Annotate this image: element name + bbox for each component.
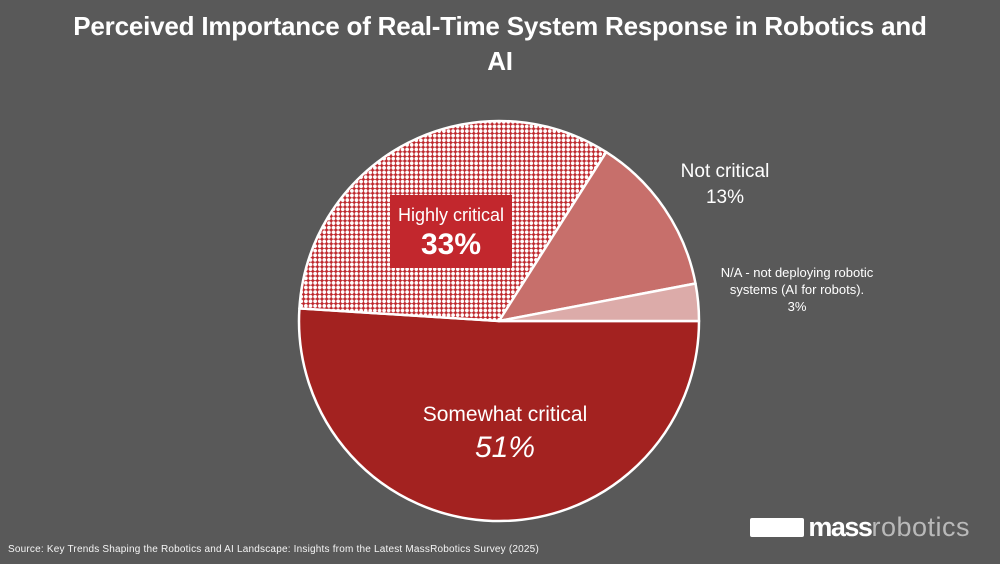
massrobotics-logo: mass robotics (750, 512, 970, 542)
highly-critical-label: Highly critical (397, 205, 505, 225)
not-critical-label-group: Not critical 13% (635, 159, 815, 211)
pie-slice-not-critical (497, 150, 697, 323)
logo-mass-text: mass (808, 512, 873, 542)
highly-critical-label-box: Highly critical 33% (390, 195, 512, 268)
not-critical-label: Not critical (680, 161, 770, 182)
somewhat-critical-label-group: Somewhat critical 51% (355, 402, 655, 465)
pie-slice-na (497, 282, 701, 323)
logo-robotics-text: robotics (871, 512, 970, 542)
pie-slice-somewhat-critical (297, 307, 701, 523)
not-critical-value: 13% (705, 187, 745, 208)
na-label: N/A - not deploying robotic systems (AI … (720, 265, 874, 297)
source-note: Source: Key Trends Shaping the Robotics … (8, 544, 539, 555)
somewhat-critical-label: Somewhat critical (422, 403, 588, 426)
logo-bar-icon (750, 517, 805, 537)
na-label-group: N/A - not deploying robotic systems (AI … (707, 264, 887, 315)
highly-critical-value: 33% (420, 228, 482, 261)
na-value: 3% (787, 299, 807, 314)
somewhat-critical-value: 51% (474, 431, 536, 464)
chart-title: Perceived Importance of Real-Time System… (73, 11, 927, 76)
